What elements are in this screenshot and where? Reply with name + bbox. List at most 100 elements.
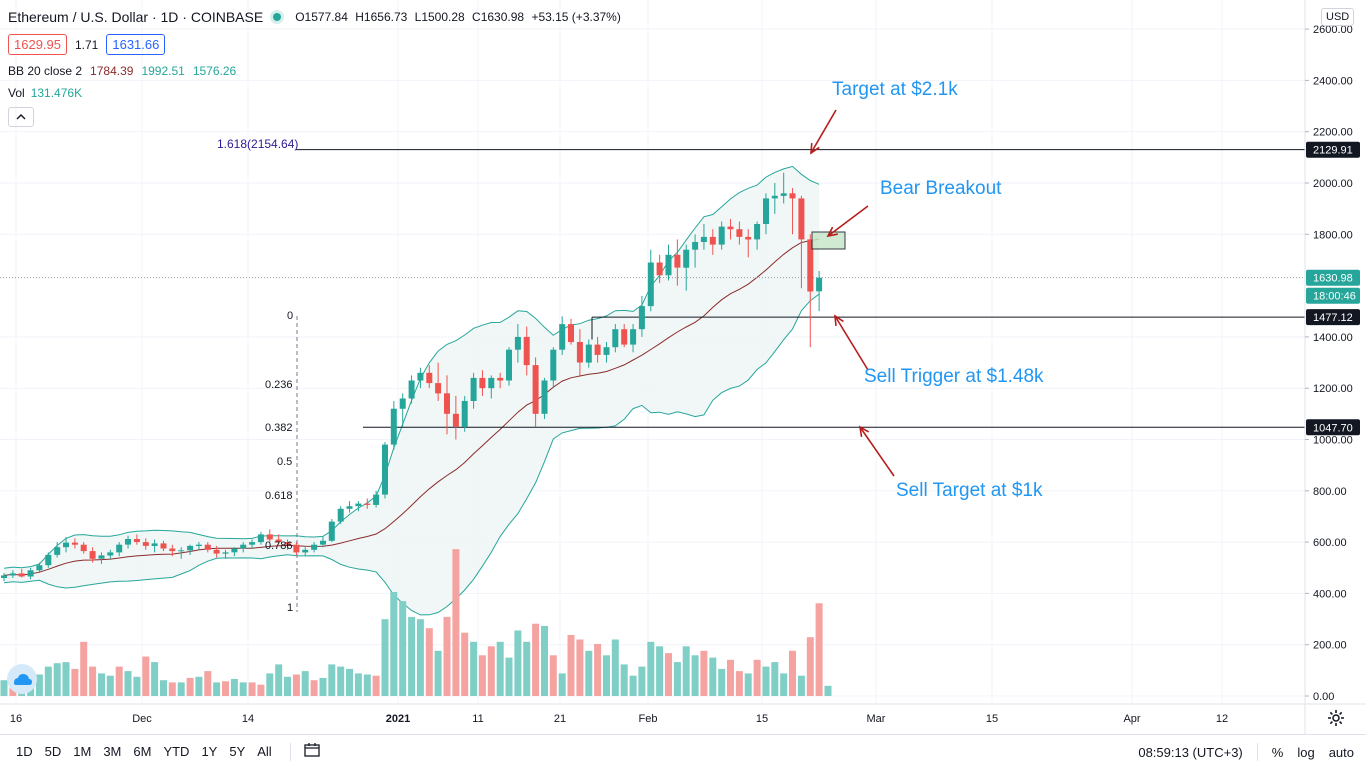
volume-bar bbox=[594, 644, 602, 696]
log-toggle[interactable]: log bbox=[1297, 744, 1315, 760]
price-tick-label: 0.00 bbox=[1313, 691, 1334, 703]
volume-bar bbox=[292, 674, 300, 696]
level-label-1477: 1477.12 bbox=[1313, 312, 1353, 324]
settings-gear-button[interactable] bbox=[1326, 708, 1346, 728]
calendar-range-icon bbox=[304, 743, 320, 757]
volume-bar bbox=[815, 603, 823, 696]
volume-bar bbox=[620, 664, 628, 696]
price-tick-label: 400.00 bbox=[1313, 588, 1347, 600]
candle-body bbox=[151, 543, 158, 546]
currency-button[interactable]: USD bbox=[1321, 8, 1355, 26]
date-tick-label: 15 bbox=[756, 713, 768, 725]
timeframe-all[interactable]: All bbox=[257, 744, 272, 759]
candle-body bbox=[718, 226, 725, 245]
candle-body bbox=[771, 195, 778, 199]
bottom-toolbar: 1D 5D 1M 3M 6M YTD 1Y 5Y All 08:59:13 (U… bbox=[0, 734, 1366, 768]
volume-bar bbox=[629, 675, 637, 696]
sell-price-button[interactable]: 1629.95 bbox=[8, 34, 67, 55]
volume-bar bbox=[168, 682, 176, 696]
volume-bar bbox=[665, 653, 672, 696]
candle-body bbox=[302, 549, 309, 553]
clock-display[interactable]: 08:59:13 (UTC+3) bbox=[1138, 744, 1243, 760]
volume-bar bbox=[284, 676, 291, 696]
date-tick-label: 14 bbox=[242, 713, 254, 725]
volume-bar bbox=[248, 682, 256, 696]
volume-bar bbox=[319, 677, 327, 696]
chart-legend: Ethereum / U.S. Dollar · 1D · COINBASE O… bbox=[8, 8, 625, 127]
price-chart[interactable]: 2600.002400.002200.002000.001800.001400.… bbox=[0, 0, 1366, 734]
date-tick-label: Apr bbox=[1123, 713, 1140, 725]
volume-bar bbox=[735, 671, 743, 696]
volume-bar bbox=[505, 657, 513, 696]
chevron-up-icon bbox=[16, 114, 26, 120]
volume-bar bbox=[363, 674, 371, 696]
candle-body bbox=[107, 552, 114, 556]
price-tick-label: 600.00 bbox=[1313, 537, 1347, 549]
date-tick-label: Dec bbox=[132, 713, 152, 725]
volume-bar bbox=[603, 655, 610, 696]
candle-body bbox=[364, 503, 371, 505]
gear-icon bbox=[1328, 710, 1344, 726]
arrow-bear-breakout bbox=[827, 205, 869, 237]
volume-bar bbox=[177, 682, 185, 696]
volume-bar bbox=[762, 666, 770, 696]
bb-indicator-label[interactable]: BB 20 close 2 bbox=[8, 64, 83, 78]
fib-level-0: 0 bbox=[287, 310, 294, 322]
volume-bar bbox=[71, 668, 79, 696]
volume-bar bbox=[346, 668, 353, 696]
candle-body bbox=[550, 349, 557, 381]
candle-body bbox=[311, 544, 318, 550]
volume-bar bbox=[673, 662, 681, 696]
collapse-legend-button[interactable] bbox=[8, 107, 34, 127]
arrow-sell-target bbox=[859, 426, 895, 477]
timeframe-5d[interactable]: 5D bbox=[44, 744, 62, 759]
goto-date-button[interactable] bbox=[303, 742, 321, 761]
candle-body bbox=[142, 542, 149, 546]
timeframe-1d[interactable]: 1D bbox=[16, 744, 33, 759]
auto-toggle[interactable]: auto bbox=[1328, 744, 1354, 760]
price-tick-label: 2000.00 bbox=[1313, 178, 1353, 190]
volume-bar bbox=[523, 641, 531, 696]
timeframe-1m[interactable]: 1M bbox=[73, 744, 92, 759]
annotation-target[interactable]: Target at $2.1k bbox=[832, 79, 958, 100]
volume-bar bbox=[576, 639, 584, 696]
timeframe-6m[interactable]: 6M bbox=[133, 744, 152, 759]
price-tick-label: 800.00 bbox=[1313, 486, 1347, 498]
tradingview-logo[interactable] bbox=[7, 664, 37, 694]
annotation-bear-breakout[interactable]: Bear Breakout bbox=[880, 178, 1002, 199]
high-value: H1656.73 bbox=[355, 10, 408, 24]
candle-body bbox=[328, 521, 335, 541]
volume-bar bbox=[98, 673, 105, 696]
annotation-sell-trigger[interactable]: Sell Trigger at $1.48k bbox=[864, 366, 1044, 387]
candle-body bbox=[435, 383, 442, 394]
volume-bar bbox=[106, 675, 114, 696]
volume-bar bbox=[744, 673, 752, 696]
volume-bar bbox=[567, 635, 575, 696]
timeframe-ytd[interactable]: YTD bbox=[163, 744, 190, 759]
close-value: C1630.98 bbox=[472, 10, 525, 24]
candle-body bbox=[231, 548, 238, 553]
candle-body bbox=[532, 365, 539, 414]
candle-body bbox=[116, 544, 123, 553]
annotation-sell-target[interactable]: Sell Target at $1k bbox=[896, 480, 1043, 501]
candle-body bbox=[98, 555, 105, 559]
volume-bar bbox=[372, 675, 380, 696]
bollinger-fill bbox=[4, 166, 820, 615]
candle-body bbox=[178, 550, 185, 552]
vol-indicator-label[interactable]: Vol bbox=[8, 86, 25, 100]
candle-body bbox=[249, 542, 256, 545]
timeframe-3m[interactable]: 3M bbox=[103, 744, 122, 759]
candle-body bbox=[355, 503, 362, 507]
candle-body bbox=[594, 344, 601, 355]
timeframe-5y[interactable]: 5Y bbox=[229, 744, 246, 759]
candle-body bbox=[709, 236, 716, 245]
volume-bar bbox=[133, 676, 141, 696]
buy-price-button[interactable]: 1631.66 bbox=[106, 34, 166, 55]
timeframe-1y[interactable]: 1Y bbox=[201, 744, 218, 759]
candle-body bbox=[736, 229, 743, 237]
percent-toggle[interactable]: % bbox=[1271, 744, 1284, 760]
vol-value: 131.476K bbox=[30, 86, 83, 100]
candle-body bbox=[754, 224, 761, 240]
volume-bar bbox=[381, 619, 389, 696]
volume-bar bbox=[638, 666, 646, 696]
